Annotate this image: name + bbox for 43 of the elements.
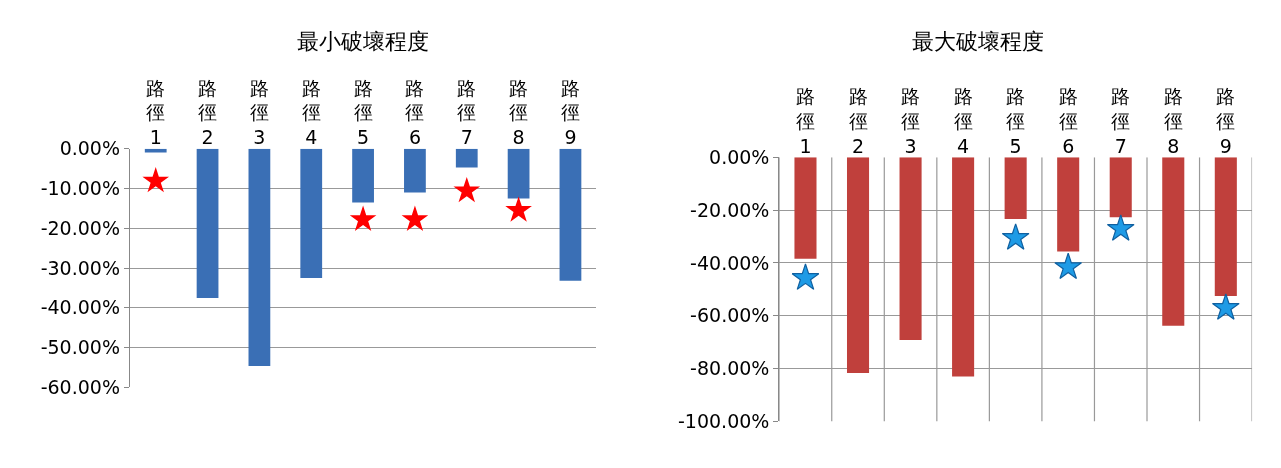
x-tick-label: 路徑7 (1111, 85, 1131, 157)
y-tick-label: -80.00% (690, 357, 770, 380)
x-tick-label: 路徑5 (1006, 85, 1026, 157)
point (1001, 223, 1030, 250)
x-tick-label: 路徑5 (353, 76, 373, 148)
x-tick-label: 路徑8 (1163, 85, 1183, 157)
x-tick-label: 路徑7 (457, 76, 477, 148)
x-tick-label: 路徑6 (1058, 85, 1078, 157)
x-tick-label: 路徑2 (198, 76, 218, 148)
x-tick-label: 路徑9 (1216, 85, 1236, 157)
x-tick-label: 路徑3 (249, 76, 269, 148)
y-tick-label: -60.00% (40, 376, 120, 399)
point (142, 167, 170, 193)
point (1106, 214, 1135, 241)
point (1054, 252, 1083, 280)
point (349, 205, 377, 231)
y-tick-label: -10.00% (40, 177, 120, 200)
y-tick-label: -20.00% (40, 216, 120, 239)
y-tick-label: -60.00% (690, 304, 770, 327)
y-tick-label: 0.00% (59, 137, 120, 160)
x-tick-label: 路徑3 (901, 85, 921, 157)
x-tick-label: 路徑6 (405, 76, 425, 148)
chart-title: 最大破壞程度 (912, 29, 1044, 54)
x-tick-label: 路徑4 (301, 76, 321, 148)
point (505, 196, 532, 222)
x-tick-label: 路徑9 (560, 76, 580, 148)
x-tick-label: 路徑8 (509, 76, 529, 148)
x-tick-label: 路徑2 (848, 85, 868, 157)
x-tick-label: 路徑1 (795, 85, 815, 157)
y-tick-label: -100.00% (678, 410, 770, 433)
x-tick-label: 路徑4 (953, 85, 973, 157)
point (791, 263, 820, 290)
chart-title: 最小破壞程度 (297, 29, 429, 54)
point (1211, 293, 1240, 320)
y-tick-label: -40.00% (690, 251, 770, 274)
point (453, 176, 481, 203)
y-tick-label: 0.00% (709, 145, 770, 168)
x-tick-label: 路徑1 (146, 76, 166, 148)
point (401, 205, 429, 231)
y-tick-label: -20.00% (690, 198, 770, 221)
y-tick-label: -50.00% (40, 336, 120, 359)
y-tick-label: -40.00% (40, 296, 120, 319)
y-tick-label: -30.00% (40, 256, 120, 279)
